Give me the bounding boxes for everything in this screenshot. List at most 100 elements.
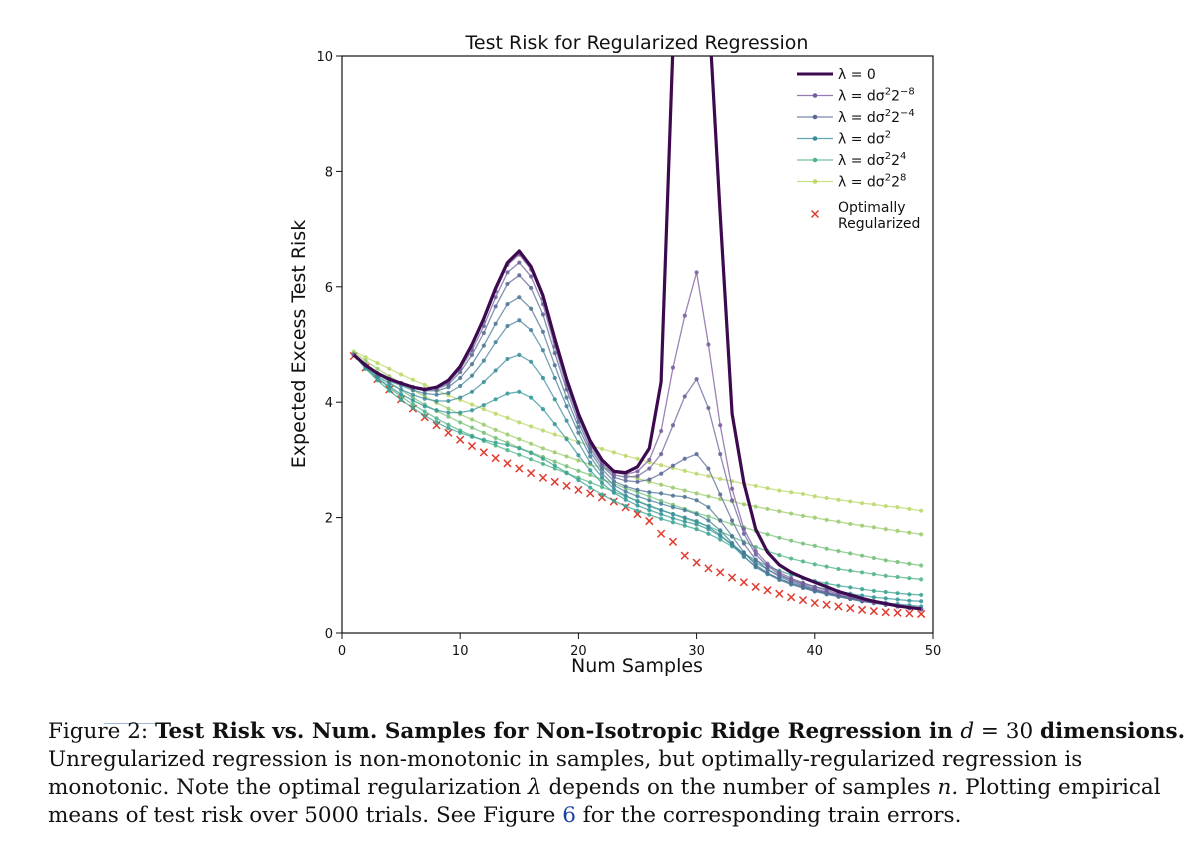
data-point — [836, 497, 841, 502]
data-point — [670, 505, 676, 510]
opt-point — [905, 609, 914, 618]
data-point — [469, 434, 475, 439]
caption-bold-title: Test Risk vs. Num. Samples for Non-Isotr… — [155, 719, 1034, 744]
y-tick-label: 0 — [325, 627, 333, 642]
y-tick-label: 4 — [325, 396, 333, 411]
data-point — [765, 486, 770, 491]
data-point — [753, 504, 758, 509]
data-point — [789, 538, 794, 543]
data-point — [529, 450, 534, 456]
data-point — [682, 507, 687, 513]
data-point — [387, 366, 392, 371]
data-point — [493, 295, 498, 300]
data-point — [777, 570, 782, 575]
data-point — [552, 432, 557, 437]
data-point — [599, 480, 605, 486]
data-point — [647, 512, 652, 517]
data-point — [422, 382, 427, 387]
data-point — [529, 306, 534, 311]
data-point — [540, 446, 546, 451]
data-point — [859, 501, 865, 506]
data-point — [647, 494, 652, 499]
legend-label: λ = dσ228 — [838, 173, 906, 191]
data-point — [682, 394, 687, 399]
data-point — [446, 390, 451, 396]
data-point — [883, 527, 888, 532]
data-point — [517, 389, 522, 394]
data-point — [434, 408, 439, 413]
data-point — [635, 456, 640, 461]
data-point — [729, 498, 735, 503]
data-point — [659, 452, 664, 457]
data-point — [422, 413, 427, 418]
data-point — [529, 285, 534, 291]
data-point — [635, 473, 640, 479]
opt-point — [538, 473, 548, 482]
data-point — [552, 422, 557, 427]
data-point — [647, 477, 652, 482]
data-point — [481, 407, 486, 412]
opt-point — [692, 558, 701, 567]
data-point — [741, 527, 746, 532]
data-point — [493, 427, 498, 432]
series-2 — [351, 260, 924, 612]
data-point — [505, 432, 510, 437]
data-point — [576, 477, 581, 483]
data-point — [564, 404, 569, 409]
data-point — [493, 397, 498, 402]
data-point — [458, 375, 463, 381]
data-point — [564, 395, 569, 400]
data-point — [694, 377, 699, 382]
data-point — [670, 512, 676, 517]
data-point — [848, 521, 853, 527]
data-point — [623, 503, 628, 509]
data-point — [848, 499, 853, 504]
data-point — [729, 533, 735, 539]
data-point — [564, 437, 569, 442]
data-point — [859, 570, 865, 575]
data-point — [576, 440, 581, 445]
data-point — [635, 479, 640, 484]
opt-point — [893, 608, 902, 617]
data-point — [399, 387, 404, 392]
opt-point — [857, 605, 867, 615]
y-axis-label: Expected Excess Test Risk — [288, 220, 310, 468]
opt-point — [716, 568, 725, 577]
data-point — [505, 391, 510, 396]
x-tick-label: 0 — [338, 644, 346, 659]
figure-reference-link[interactable]: 6 — [562, 803, 576, 828]
caption-text-4: for the corresponding train errors. — [582, 803, 962, 828]
data-point — [800, 491, 806, 497]
data-point — [706, 473, 711, 479]
data-point — [741, 550, 746, 555]
opt-point — [645, 516, 654, 526]
data-point — [647, 498, 652, 503]
data-point — [458, 430, 463, 435]
opt-point — [763, 586, 772, 595]
data-point — [375, 366, 380, 371]
data-point — [493, 411, 498, 416]
data-point — [588, 472, 593, 478]
data-point — [529, 457, 534, 462]
caption-lambda: λ — [528, 775, 542, 800]
data-point — [836, 548, 841, 554]
opt-point — [739, 578, 749, 587]
data-point — [706, 505, 711, 510]
series-line — [353, 296, 922, 610]
data-point — [753, 548, 758, 554]
data-point — [505, 447, 510, 453]
opt-point — [444, 428, 453, 437]
legend-marker — [812, 93, 818, 98]
data-point — [564, 470, 569, 475]
data-point — [895, 559, 900, 565]
data-point — [635, 503, 640, 508]
data-point — [446, 410, 451, 415]
data-point — [789, 490, 794, 495]
legend-entry-l5: λ = dσ228 — [797, 173, 906, 191]
data-point — [529, 274, 534, 279]
legend-marker — [812, 179, 818, 184]
legend-marker — [810, 209, 820, 219]
series-12 — [351, 349, 924, 513]
data-point — [883, 573, 888, 578]
data-point — [682, 519, 687, 524]
